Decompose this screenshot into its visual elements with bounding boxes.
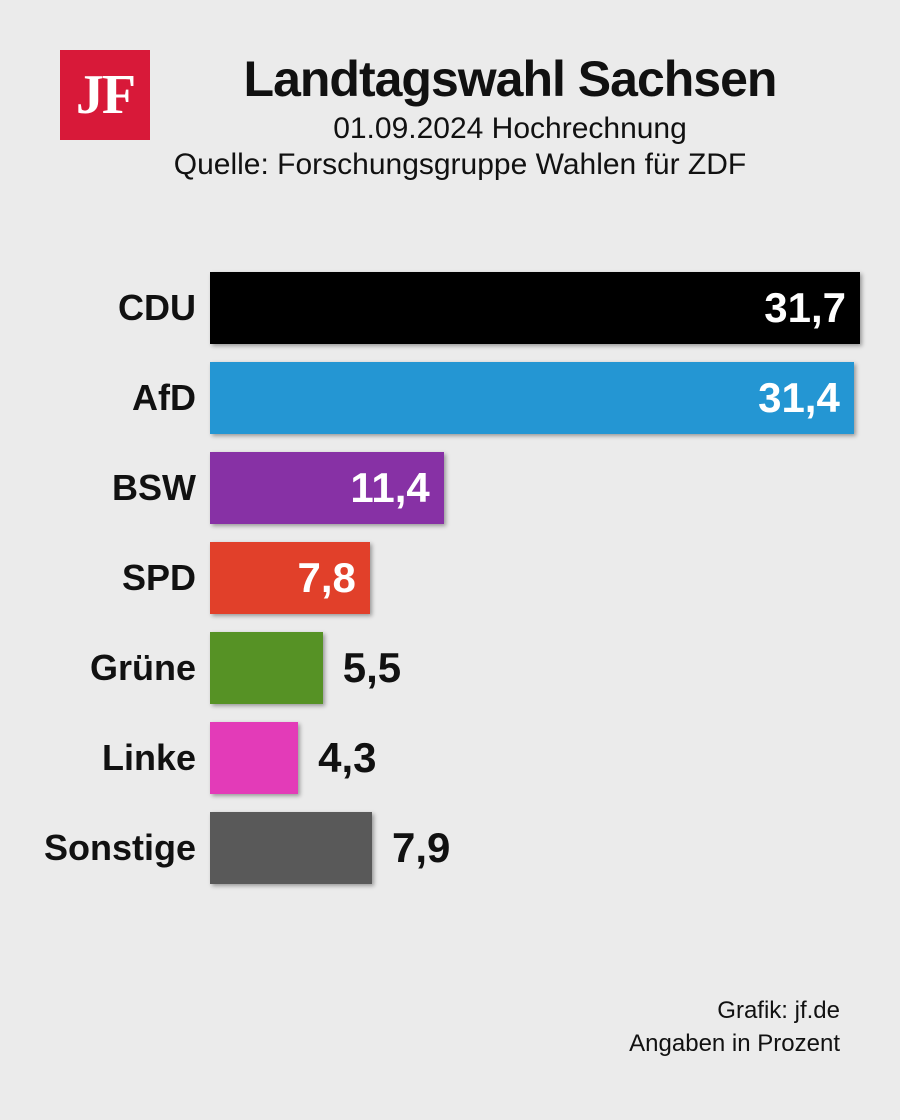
party-label: Linke [0,737,210,779]
party-label: SPD [0,557,210,599]
bar-value: 5,5 [329,644,415,692]
bar: 31,7 [210,272,860,344]
bar-value: 11,4 [336,464,443,512]
bar-area: 31,7 [210,272,860,344]
bar-value: 31,7 [750,284,860,332]
party-label: Sonstige [0,827,210,869]
jf-logo: JF [60,50,150,140]
chart-row: Grüne5,5 [0,632,860,704]
party-label: CDU [0,287,210,329]
chart-row: SPD 7,8 [0,542,860,614]
bar-value: 31,4 [744,374,854,422]
bar-area: 7,9 [210,812,860,884]
chart-row: Sonstige7,9 [0,812,860,884]
bar-value: 4,3 [304,734,390,782]
footer-unit: Angaben in Prozent [629,1028,840,1060]
bar-value: 7,9 [378,824,464,872]
page-title: Landtagswahl Sachsen [180,50,840,108]
bar-area: 5,5 [210,632,860,704]
bar-area: 31,4 [210,362,860,434]
bar: 4,3 [210,722,298,794]
bar-area: 4,3 [210,722,860,794]
party-label: Grüne [0,647,210,689]
footer: Grafik: jf.de Angaben in Prozent [629,995,840,1060]
party-label: BSW [0,467,210,509]
subtitle: 01.09.2024 Hochrechnung [180,112,840,146]
chart-row: AfD 31,4 [0,362,860,434]
bar: 11,4 [210,452,444,524]
chart-row: Linke4,3 [0,722,860,794]
bar-area: 11,4 [210,452,860,524]
source-line: Quelle: Forschungsgruppe Wahlen für ZDF [80,148,840,182]
bar: 5,5 [210,632,323,704]
chart-row: BSW 11,4 [0,452,860,524]
bar: 31,4 [210,362,854,434]
bar: 7,8 [210,542,370,614]
bar-value: 7,8 [284,554,370,602]
bar-area: 7,8 [210,542,860,614]
bar: 7,9 [210,812,372,884]
title-block: Landtagswahl Sachsen 01.09.2024 Hochrech… [180,50,840,182]
footer-credit: Grafik: jf.de [629,995,840,1027]
bar-chart: CDU31,7AfD31,4BSW11,4SPD7,8Grüne5,5Linke… [0,272,860,884]
chart-row: CDU 31,7 [0,272,860,344]
header: JF Landtagswahl Sachsen 01.09.2024 Hochr… [0,0,900,182]
party-label: AfD [0,377,210,419]
